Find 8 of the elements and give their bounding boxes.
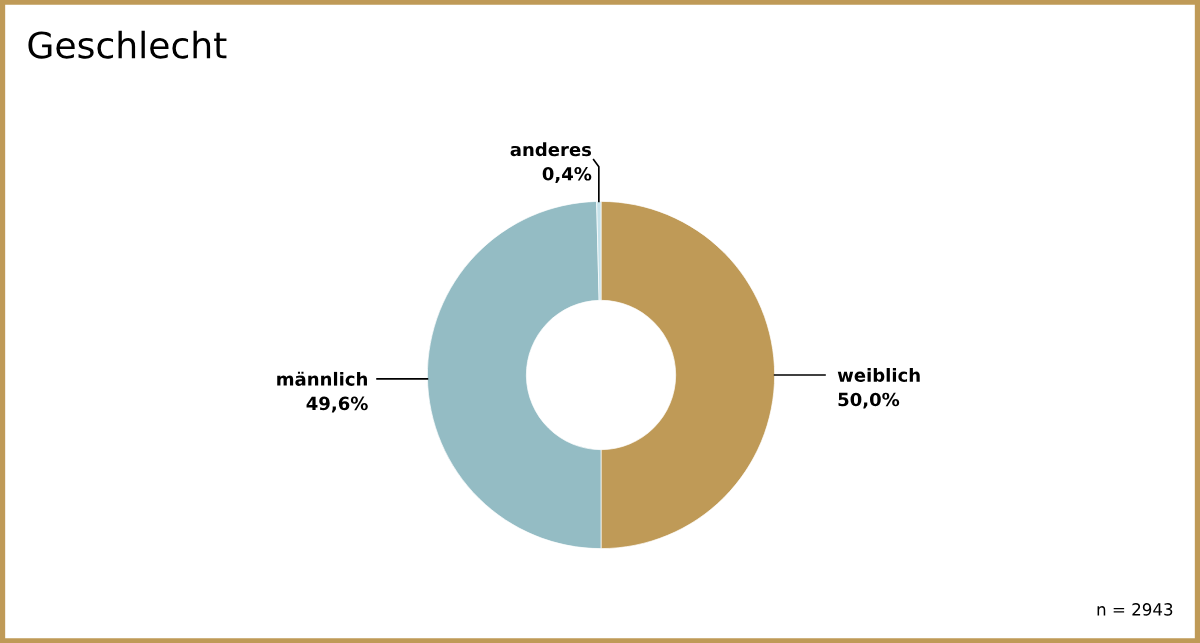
data-label: 49,6% <box>306 396 368 413</box>
data-label: 0,4% <box>542 166 592 183</box>
chart-title: Geschlecht <box>28 30 227 59</box>
slice-label: anderes <box>510 142 592 157</box>
slice-label: männlich <box>277 371 367 386</box>
slice-label: weiblich <box>837 367 920 382</box>
data-label: 50,0% <box>838 392 900 409</box>
text: n = 2943 <box>1097 603 1173 616</box>
